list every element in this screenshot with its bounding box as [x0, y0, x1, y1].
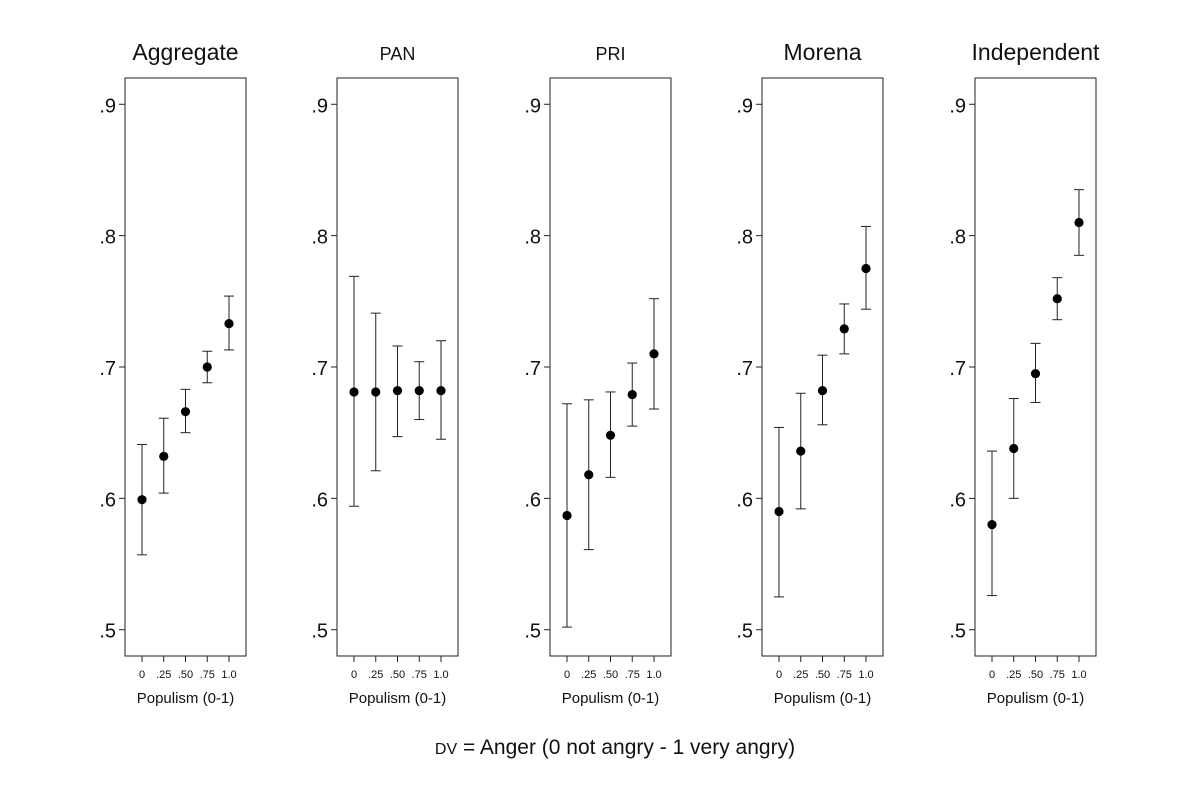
x-axis-label: Populism (0-1)	[137, 690, 235, 707]
x-tick-label: .50	[178, 669, 193, 681]
panel-frame	[124, 77, 247, 657]
data-point	[562, 510, 572, 521]
x-axis-label: Populism (0-1)	[987, 690, 1085, 707]
y-tick-label: .9	[524, 95, 541, 117]
x-tick-label: .50	[815, 669, 830, 681]
y-tick-label: .5	[736, 621, 753, 643]
chart-panel-pan: PAN .5 .6 .7 .8 .9 0 .25 .50 .75 1.0 Populism (0-1)	[311, 44, 459, 707]
y-tick-label: .7	[736, 358, 753, 380]
panel-title: Independent	[972, 39, 1101, 65]
y-tick-label: .7	[524, 358, 541, 380]
y-tick-label: .9	[311, 95, 328, 117]
y-tick-label: .9	[949, 95, 966, 117]
data-point	[349, 387, 359, 397]
y-tick-label: .8	[99, 227, 116, 249]
y-tick-label: .8	[311, 227, 328, 249]
data-point	[436, 386, 446, 396]
x-axis-label: Populism (0-1)	[774, 690, 872, 707]
x-tick-label: .25	[156, 669, 171, 681]
x-tick-label: 0	[351, 669, 357, 681]
y-tick-label: .5	[99, 621, 116, 643]
y-tick-label: .6	[99, 489, 116, 511]
data-point	[839, 324, 849, 334]
data-point	[1030, 368, 1041, 379]
data-point	[392, 386, 403, 396]
x-tick-label: 0	[776, 669, 782, 681]
data-point	[774, 506, 784, 517]
x-tick-label: .50	[603, 669, 618, 681]
chart-panel-independent: Independent .5 .6 .7 .8 .9 0 .25 .50 .75 1.0 Populi…	[949, 39, 1100, 707]
y-tick-label: .8	[949, 227, 966, 249]
data-point	[1074, 217, 1084, 228]
x-tick-label: .25	[1006, 669, 1021, 681]
chart-panel-pri: PRI .5 .6 .7 .8 .9 0 .25 .50 .75 1.0 Populism (0-1)	[524, 44, 672, 707]
x-tick-label: .25	[793, 669, 808, 681]
x-tick-label: .50	[1028, 669, 1043, 681]
x-axis-label: Populism (0-1)	[562, 690, 660, 707]
x-tick-label: 1.0	[858, 669, 873, 681]
x-tick-label: .75	[200, 669, 215, 681]
data-point	[180, 407, 191, 417]
caption-dv-prefix: DV	[435, 741, 458, 758]
x-tick-label: 1.0	[433, 669, 448, 681]
y-tick-label: .5	[949, 621, 966, 643]
data-point	[137, 495, 147, 505]
panel-title: Aggregate	[132, 39, 238, 65]
chart-panel-aggregate: Aggregate .5 .6 .7 .8 .9 0 .25 .50 .75 1.0 Populism…	[99, 39, 247, 707]
x-tick-label: 0	[989, 669, 995, 681]
data-point	[224, 319, 234, 329]
chart-caption: DV = Anger (0 not angry - 1 very angry)	[435, 736, 795, 759]
y-tick-label: .6	[949, 489, 966, 511]
y-tick-label: .9	[736, 95, 753, 117]
x-tick-label: .25	[368, 669, 383, 681]
data-point	[605, 430, 616, 440]
x-tick-label: .75	[625, 669, 640, 681]
data-point	[414, 386, 424, 396]
y-tick-label: .6	[736, 489, 753, 511]
x-tick-label: 0	[139, 669, 145, 681]
x-tick-label: .75	[412, 669, 427, 681]
data-point	[627, 389, 637, 400]
data-point	[1052, 294, 1062, 304]
data-point	[584, 470, 594, 480]
data-point	[987, 520, 997, 530]
y-tick-label: .8	[524, 227, 541, 249]
panel-title: PAN	[380, 44, 416, 64]
x-tick-label: .25	[581, 669, 596, 681]
y-tick-label: .7	[99, 358, 116, 380]
x-tick-label: 1.0	[646, 669, 661, 681]
data-point	[796, 446, 806, 456]
data-point	[1009, 443, 1019, 454]
y-tick-label: .9	[99, 95, 116, 117]
y-tick-label: .7	[949, 358, 966, 380]
data-point	[371, 387, 381, 397]
data-point	[817, 386, 828, 396]
x-axis-label: Populism (0-1)	[349, 690, 447, 707]
data-point	[159, 451, 169, 461]
panel-title: Morena	[784, 39, 862, 65]
y-tick-label: .6	[524, 489, 541, 511]
y-tick-label: .5	[524, 621, 541, 643]
x-tick-label: .75	[1050, 669, 1065, 681]
y-tick-label: .8	[736, 227, 753, 249]
y-tick-label: .7	[311, 358, 328, 380]
data-point	[861, 263, 871, 274]
x-tick-label: .50	[390, 669, 405, 681]
x-tick-label: .75	[837, 669, 852, 681]
y-tick-label: .5	[311, 621, 328, 643]
y-tick-label: .6	[311, 489, 328, 511]
panel-frame	[549, 77, 672, 657]
x-tick-label: 0	[564, 669, 570, 681]
chart-panel-morena: Morena .5 .6 .7 .8 .9 0 .25 .50 .75 1.0 Populism (0…	[736, 39, 884, 707]
chart-panels: Aggregate.5.6.7.8.90.25.50.75 1.0Populism…	[99, 39, 1100, 707]
panel-title: PRI	[595, 44, 625, 64]
x-tick-label: 1.0	[1071, 669, 1086, 681]
data-point	[649, 349, 659, 359]
caption-dv-text: = Anger (0 not angry - 1 very angry)	[457, 736, 795, 759]
data-point	[202, 362, 212, 372]
x-tick-label: 1.0	[221, 669, 236, 681]
